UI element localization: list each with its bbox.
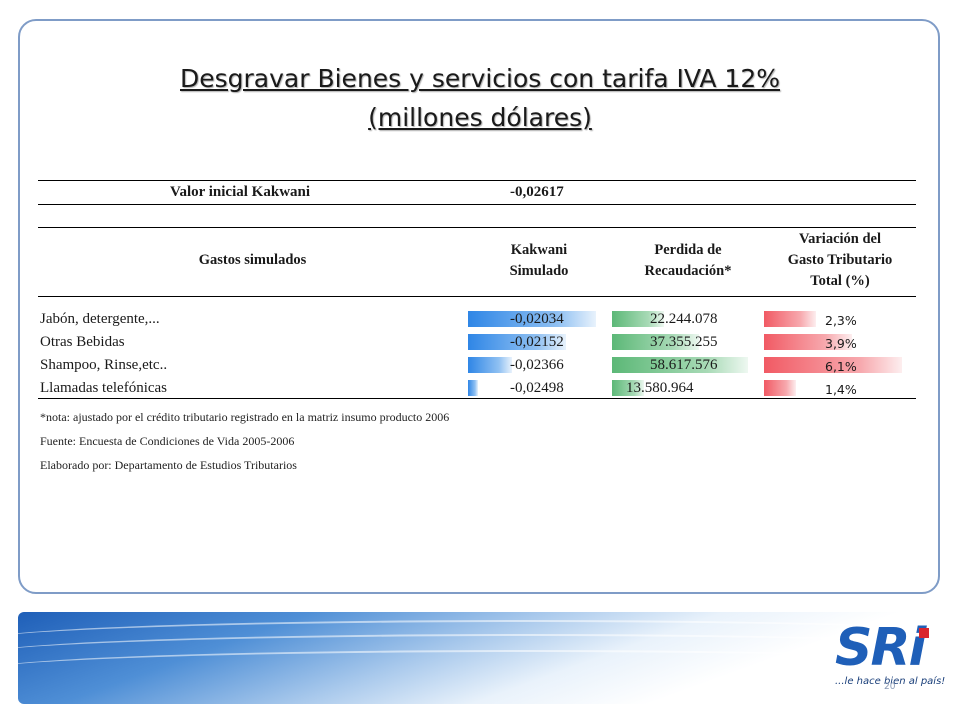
- kakwani-value: -0,02152: [510, 334, 564, 350]
- kakwani-bar: [468, 311, 596, 327]
- row-label: Shampoo, Rinse,etc..: [40, 357, 168, 373]
- header-bottom-rule: [38, 296, 916, 297]
- row-label: Otras Bebidas: [40, 334, 125, 350]
- perdida-value: 22.244.078: [650, 311, 718, 327]
- footer-wave: [18, 620, 944, 662]
- footer-band: [18, 612, 944, 704]
- slide-subtitle: (millones dólares): [368, 103, 592, 132]
- page-number: 20: [884, 682, 896, 692]
- footer-wave: [18, 650, 944, 692]
- kakwani-rule: [38, 204, 916, 205]
- slide-title: Desgravar Bienes y servicios con tarifa …: [180, 64, 780, 93]
- perdida-value: 58.617.576: [650, 357, 718, 373]
- note-ajuste: *nota: ajustado por el crédito tributari…: [40, 410, 450, 424]
- note-fuente: Fuente: Encuesta de Condiciones de Vida …: [40, 434, 295, 448]
- perdida-bar: [612, 357, 748, 373]
- kakwani-initial-label: Valor inicial Kakwani: [170, 184, 311, 200]
- sri-logo-red-square: [919, 628, 929, 638]
- table-top-rule: [38, 180, 916, 181]
- variacion-value: 1,4%: [825, 382, 857, 397]
- kakwani-bar: [468, 380, 478, 396]
- header-variacion-line3: Total (%): [810, 273, 870, 289]
- header-gastos: Gastos simulados: [198, 252, 307, 268]
- kakwani-value: -0,02034: [510, 311, 564, 327]
- slide-frame: [18, 19, 940, 594]
- header-kakwani: Kakwani Simulado: [480, 240, 598, 282]
- variacion-bar: [764, 357, 902, 373]
- variacion-bar: [764, 334, 852, 350]
- kakwani-value: -0,02366: [510, 357, 564, 373]
- sri-logo: SRi ...le hace bien al país!: [835, 618, 945, 698]
- perdida-value: 37.355.255: [650, 334, 718, 350]
- variacion-value: 6,1%: [825, 359, 857, 374]
- perdida-bar: [612, 311, 664, 327]
- sri-logo-tagline: ...le hace bien al país!: [835, 676, 946, 687]
- kakwani-bar: [468, 334, 566, 350]
- header-kakwani-line1: Kakwani: [510, 242, 568, 258]
- header-perdida-line1: Perdida de: [654, 242, 722, 258]
- row-label: Jabón, detergente,...: [40, 311, 160, 327]
- header-variacion-line2: Gasto Tributario: [787, 252, 893, 268]
- header-variacion: Variación del Gasto Tributario Total (%): [765, 229, 915, 292]
- perdida-value: 13.580.964: [626, 380, 694, 396]
- header-kakwani-line2: Simulado: [509, 263, 569, 279]
- variacion-value: 2,3%: [825, 313, 857, 328]
- variacion-bar: [764, 311, 816, 327]
- kakwani-bar: [468, 357, 512, 373]
- kakwani-initial-value: -0,02617: [510, 184, 564, 200]
- variacion-bar: [764, 380, 796, 396]
- row-label: Llamadas telefónicas: [40, 380, 168, 396]
- table-bottom-rule: [38, 398, 916, 399]
- perdida-bar: [612, 334, 699, 350]
- sri-logo-text: SRi: [835, 618, 926, 678]
- header-top-rule: [38, 227, 916, 228]
- note-elaborado: Elaborado por: Departamento de Estudios …: [40, 458, 297, 472]
- perdida-bar: [612, 380, 644, 396]
- header-perdida: Perdida de Recaudación*: [614, 240, 762, 282]
- header-variacion-line1: Variación del: [798, 231, 882, 247]
- kakwani-value: -0,02498: [510, 380, 564, 396]
- header-perdida-line2: Recaudación*: [644, 263, 732, 279]
- variacion-value: 3,9%: [825, 336, 857, 351]
- footer-wave: [18, 634, 944, 676]
